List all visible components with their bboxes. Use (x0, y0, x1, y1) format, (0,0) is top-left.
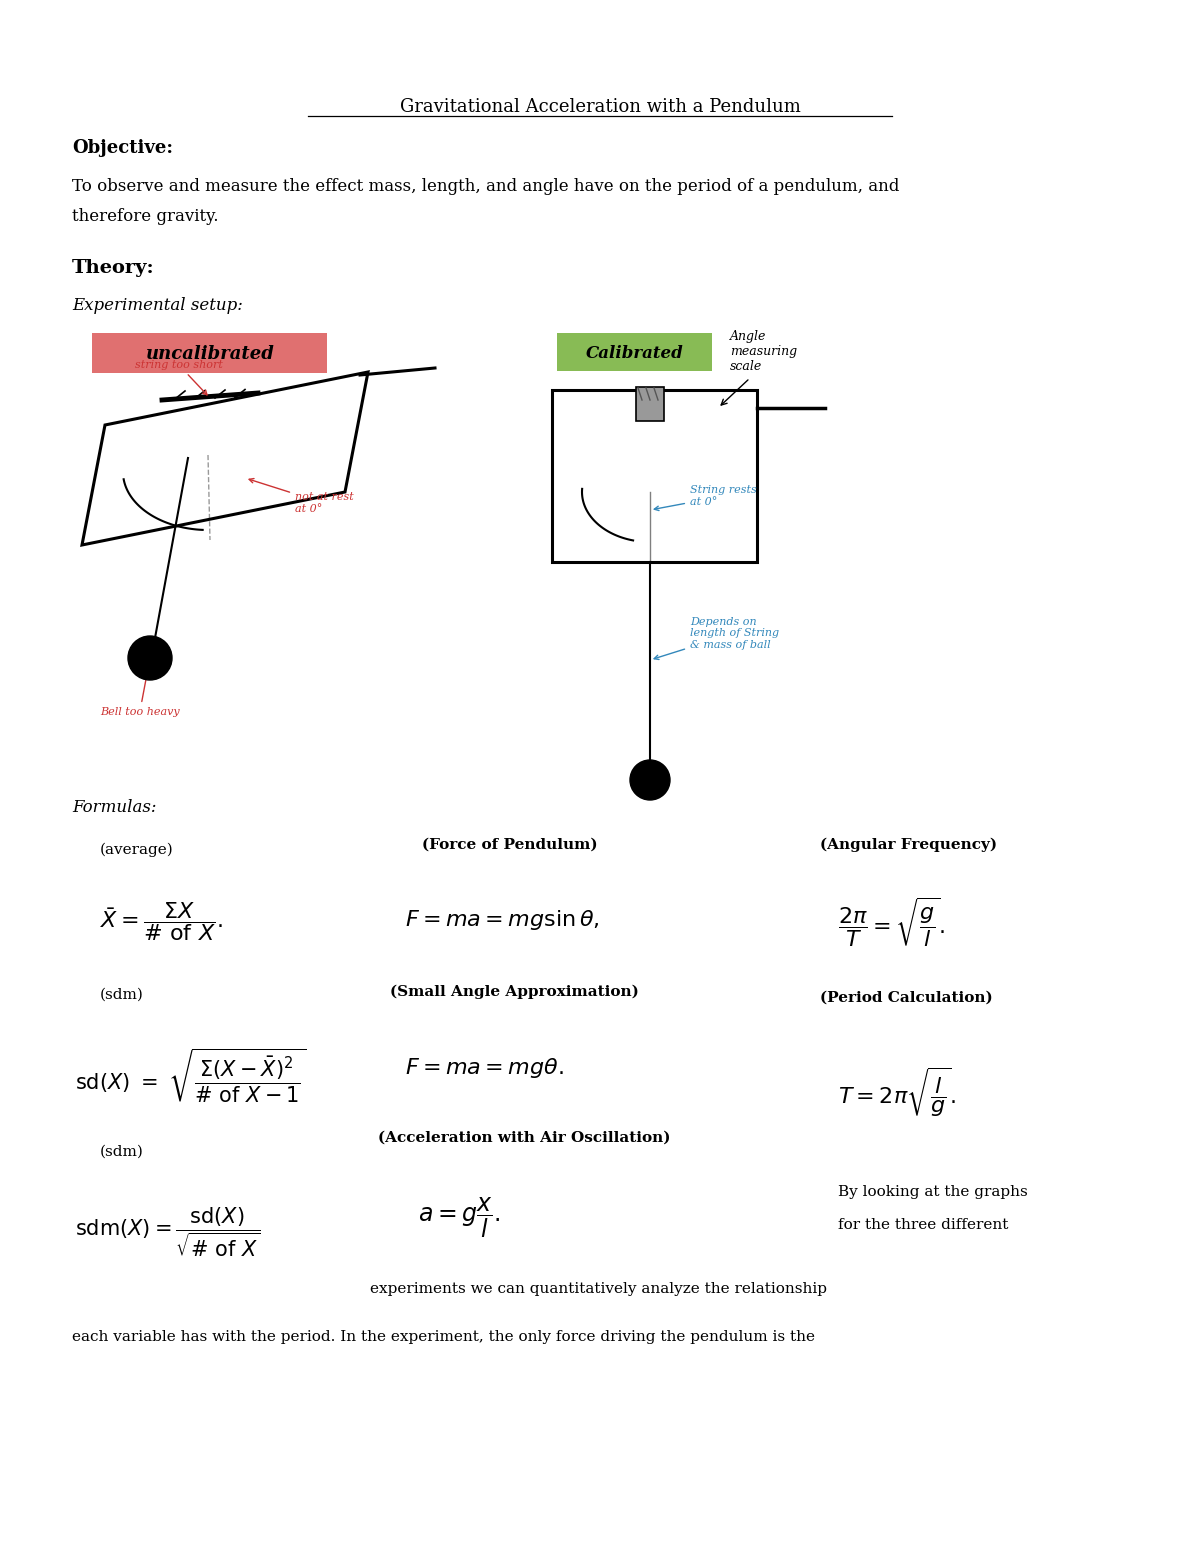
Text: $\bar{X} = \dfrac{\Sigma X}{\#\ \mathrm{of}\ X}.$: $\bar{X} = \dfrac{\Sigma X}{\#\ \mathrm{… (100, 901, 223, 944)
Bar (557, 332, 712, 371)
Text: (sdm): (sdm) (100, 988, 144, 1002)
Text: Calibrated: Calibrated (586, 345, 684, 362)
Text: $F = ma = mg\sin\theta,$: $F = ma = mg\sin\theta,$ (406, 909, 600, 932)
Text: $a = g\dfrac{x}{l}.$: $a = g\dfrac{x}{l}.$ (418, 1196, 500, 1241)
Text: (Acceleration with Air Oscillation): (Acceleration with Air Oscillation) (378, 1131, 671, 1145)
Text: $T = 2\pi\sqrt{\dfrac{l}{g}}.$: $T = 2\pi\sqrt{\dfrac{l}{g}}.$ (838, 1065, 956, 1118)
Circle shape (128, 637, 172, 680)
Text: To observe and measure the effect mass, length, and angle have on the period of : To observe and measure the effect mass, … (72, 179, 899, 196)
Text: string too short: string too short (134, 360, 223, 394)
Text: $\mathrm{sd}(X)\ =\ \sqrt{\dfrac{\Sigma(X-\bar{X})^2}{\#\ \mathrm{of}\ X - 1}}$: $\mathrm{sd}(X)\ =\ \sqrt{\dfrac{\Sigma(… (74, 1047, 306, 1104)
Text: Objective:: Objective: (72, 140, 173, 157)
Text: therefore gravity.: therefore gravity. (72, 208, 218, 225)
Text: $\dfrac{2\pi}{T} = \sqrt{\dfrac{g}{l}}.$: $\dfrac{2\pi}{T} = \sqrt{\dfrac{g}{l}}.$ (838, 896, 946, 949)
Text: Formulas:: Formulas: (72, 800, 156, 817)
Text: By looking at the graphs: By looking at the graphs (838, 1185, 1027, 1199)
Text: (average): (average) (100, 843, 174, 857)
Text: Depends on
length of String
& mass of ball: Depends on length of String & mass of ba… (654, 617, 779, 660)
Text: not at rest
at 0°: not at rest at 0° (250, 478, 354, 514)
Text: Gravitational Acceleration with a Pendulum: Gravitational Acceleration with a Pendul… (400, 98, 800, 116)
Bar (636, 387, 664, 421)
Text: Angle
measuring
scale: Angle measuring scale (730, 329, 797, 373)
Text: $\mathrm{sdm}(X) = \dfrac{\mathrm{sd}(X)}{\sqrt{\#\ \mathrm{of}\ X}}$: $\mathrm{sdm}(X) = \dfrac{\mathrm{sd}(X)… (74, 1205, 260, 1259)
Text: (Period Calculation): (Period Calculation) (820, 991, 992, 1005)
Text: Bell too heavy: Bell too heavy (100, 662, 180, 717)
Text: for the three different: for the three different (838, 1218, 1008, 1232)
Circle shape (630, 759, 670, 800)
Text: (Force of Pendulum): (Force of Pendulum) (422, 839, 598, 853)
Text: $F = ma = mg\theta.$: $F = ma = mg\theta.$ (406, 1056, 564, 1079)
Bar (552, 390, 757, 562)
Text: each variable has with the period. In the experiment, the only force driving the: each variable has with the period. In th… (72, 1329, 815, 1343)
Text: Experimental setup:: Experimental setup: (72, 298, 242, 315)
Text: (Small Angle Approximation): (Small Angle Approximation) (390, 985, 638, 999)
Text: Theory:: Theory: (72, 259, 155, 276)
Text: uncalibrated: uncalibrated (145, 345, 275, 363)
Text: (Angular Frequency): (Angular Frequency) (820, 837, 997, 853)
Text: experiments we can quantitatively analyze the relationship: experiments we can quantitatively analyz… (370, 1281, 827, 1297)
Text: (sdm): (sdm) (100, 1145, 144, 1159)
Bar (92, 332, 326, 373)
Text: String rests
at 0°: String rests at 0° (654, 486, 757, 511)
